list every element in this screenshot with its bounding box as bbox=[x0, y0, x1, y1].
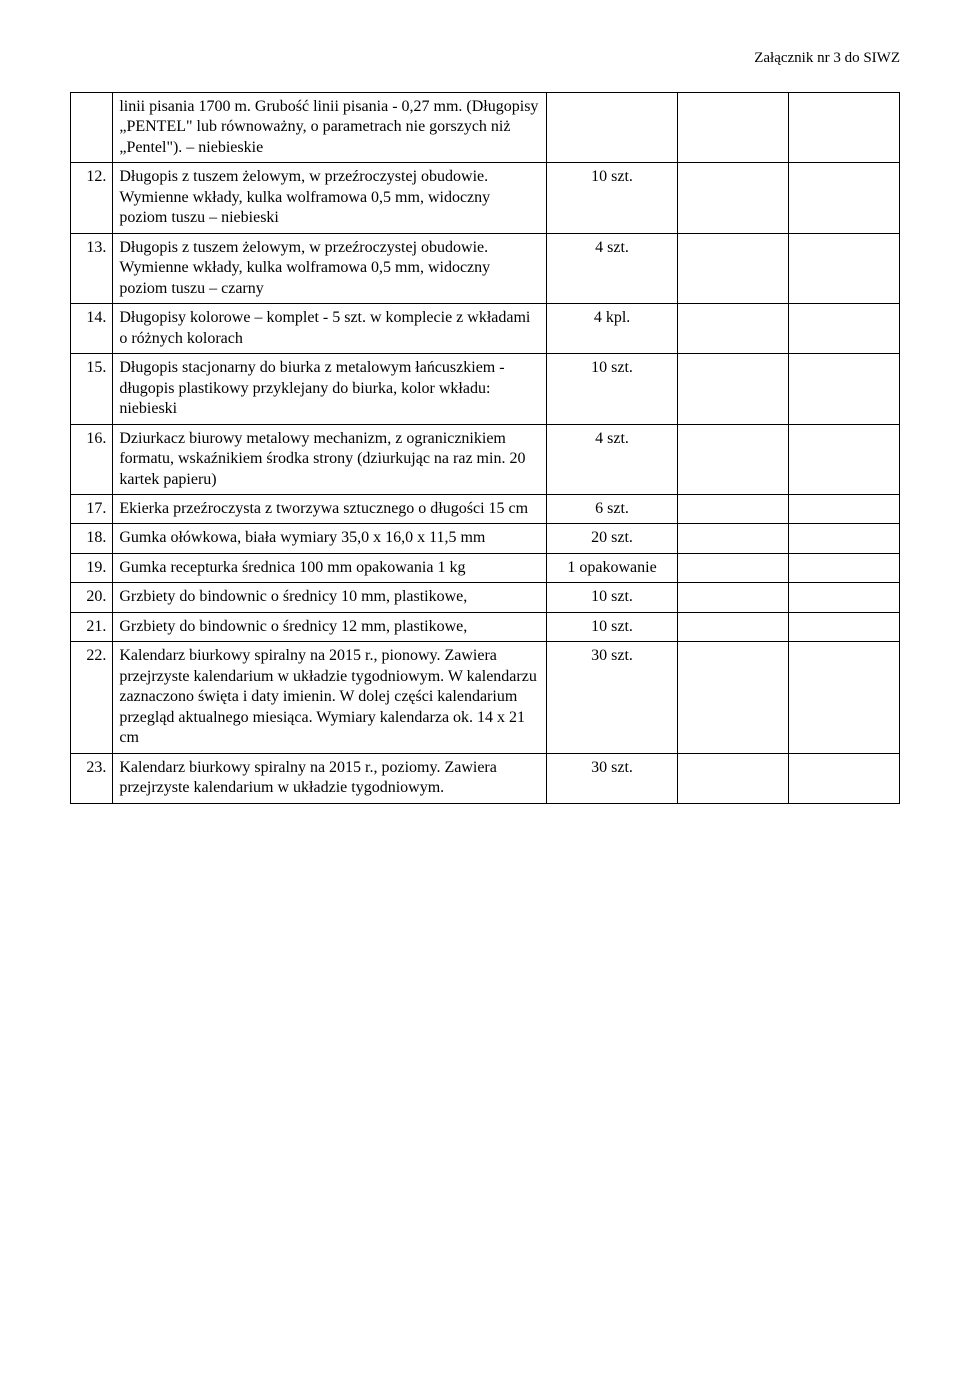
table-row: linii pisania 1700 m. Grubość linii pisa… bbox=[71, 93, 900, 163]
page: Załącznik nr 3 do SIWZ linii pisania 170… bbox=[0, 0, 960, 1373]
row-quantity: 10 szt. bbox=[547, 583, 678, 612]
row-empty-2 bbox=[789, 612, 900, 641]
table-row: 18.Gumka ołówkowa, biała wymiary 35,0 x … bbox=[71, 524, 900, 553]
row-number: 17. bbox=[71, 494, 113, 523]
row-empty-1 bbox=[678, 494, 789, 523]
row-empty-2 bbox=[789, 583, 900, 612]
row-quantity: 4 kpl. bbox=[547, 304, 678, 354]
row-empty-2 bbox=[789, 233, 900, 303]
row-empty-1 bbox=[678, 163, 789, 233]
row-number: 15. bbox=[71, 354, 113, 424]
row-description: Długopis z tuszem żelowym, w przeźroczys… bbox=[113, 163, 547, 233]
row-quantity: 10 szt. bbox=[547, 163, 678, 233]
row-number: 18. bbox=[71, 524, 113, 553]
row-empty-1 bbox=[678, 524, 789, 553]
table-row: 20.Grzbiety do bindownic o średnicy 10 m… bbox=[71, 583, 900, 612]
row-number bbox=[71, 93, 113, 163]
row-empty-2 bbox=[789, 753, 900, 803]
row-empty-2 bbox=[789, 163, 900, 233]
row-description: Kalendarz biurkowy spiralny na 2015 r., … bbox=[113, 642, 547, 753]
row-empty-1 bbox=[678, 354, 789, 424]
row-empty-2 bbox=[789, 494, 900, 523]
row-empty-2 bbox=[789, 553, 900, 582]
row-quantity: 6 szt. bbox=[547, 494, 678, 523]
table-row: 15.Długopis stacjonarny do biurka z meta… bbox=[71, 354, 900, 424]
row-number: 20. bbox=[71, 583, 113, 612]
table-row: 23.Kalendarz biurkowy spiralny na 2015 r… bbox=[71, 753, 900, 803]
row-quantity: 30 szt. bbox=[547, 753, 678, 803]
table-row: 12.Długopis z tuszem żelowym, w przeźroc… bbox=[71, 163, 900, 233]
row-description: Grzbiety do bindownic o średnicy 10 mm, … bbox=[113, 583, 547, 612]
row-number: 14. bbox=[71, 304, 113, 354]
row-number: 23. bbox=[71, 753, 113, 803]
row-empty-1 bbox=[678, 93, 789, 163]
row-number: 22. bbox=[71, 642, 113, 753]
row-empty-1 bbox=[678, 553, 789, 582]
row-description: Kalendarz biurkowy spiralny na 2015 r., … bbox=[113, 753, 547, 803]
row-empty-1 bbox=[678, 304, 789, 354]
row-empty-2 bbox=[789, 354, 900, 424]
row-empty-2 bbox=[789, 424, 900, 494]
row-description: linii pisania 1700 m. Grubość linii pisa… bbox=[113, 93, 547, 163]
table-row: 13.Długopis z tuszem żelowym, w przeźroc… bbox=[71, 233, 900, 303]
row-quantity: 1 opakowanie bbox=[547, 553, 678, 582]
row-empty-1 bbox=[678, 233, 789, 303]
row-quantity: 30 szt. bbox=[547, 642, 678, 753]
row-empty-2 bbox=[789, 642, 900, 753]
table-row: 16.Dziurkacz biurowy metalowy mechanizm,… bbox=[71, 424, 900, 494]
row-number: 19. bbox=[71, 553, 113, 582]
row-quantity: 10 szt. bbox=[547, 354, 678, 424]
row-empty-1 bbox=[678, 424, 789, 494]
table-row: 17.Ekierka przeźroczysta z tworzywa sztu… bbox=[71, 494, 900, 523]
row-quantity: 4 szt. bbox=[547, 233, 678, 303]
row-number: 12. bbox=[71, 163, 113, 233]
row-description: Ekierka przeźroczysta z tworzywa sztuczn… bbox=[113, 494, 547, 523]
row-empty-1 bbox=[678, 642, 789, 753]
attachment-header: Załącznik nr 3 do SIWZ bbox=[70, 50, 900, 67]
row-description: Gumka recepturka średnica 100 mm opakowa… bbox=[113, 553, 547, 582]
row-empty-1 bbox=[678, 583, 789, 612]
row-description: Długopis stacjonarny do biurka z metalow… bbox=[113, 354, 547, 424]
row-description: Długopisy kolorowe – komplet - 5 szt. w … bbox=[113, 304, 547, 354]
row-empty-1 bbox=[678, 612, 789, 641]
row-quantity: 10 szt. bbox=[547, 612, 678, 641]
items-table: linii pisania 1700 m. Grubość linii pisa… bbox=[70, 92, 900, 804]
row-number: 13. bbox=[71, 233, 113, 303]
table-row: 21.Grzbiety do bindownic o średnicy 12 m… bbox=[71, 612, 900, 641]
row-number: 16. bbox=[71, 424, 113, 494]
row-quantity: 20 szt. bbox=[547, 524, 678, 553]
row-quantity bbox=[547, 93, 678, 163]
row-empty-2 bbox=[789, 524, 900, 553]
row-empty-2 bbox=[789, 93, 900, 163]
table-row: 22.Kalendarz biurkowy spiralny na 2015 r… bbox=[71, 642, 900, 753]
row-quantity: 4 szt. bbox=[547, 424, 678, 494]
row-description: Długopis z tuszem żelowym, w przeźroczys… bbox=[113, 233, 547, 303]
row-description: Grzbiety do bindownic o średnicy 12 mm, … bbox=[113, 612, 547, 641]
row-number: 21. bbox=[71, 612, 113, 641]
table-row: 19.Gumka recepturka średnica 100 mm opak… bbox=[71, 553, 900, 582]
table-row: 14.Długopisy kolorowe – komplet - 5 szt.… bbox=[71, 304, 900, 354]
row-empty-2 bbox=[789, 304, 900, 354]
row-description: Dziurkacz biurowy metalowy mechanizm, z … bbox=[113, 424, 547, 494]
row-empty-1 bbox=[678, 753, 789, 803]
row-description: Gumka ołówkowa, biała wymiary 35,0 x 16,… bbox=[113, 524, 547, 553]
